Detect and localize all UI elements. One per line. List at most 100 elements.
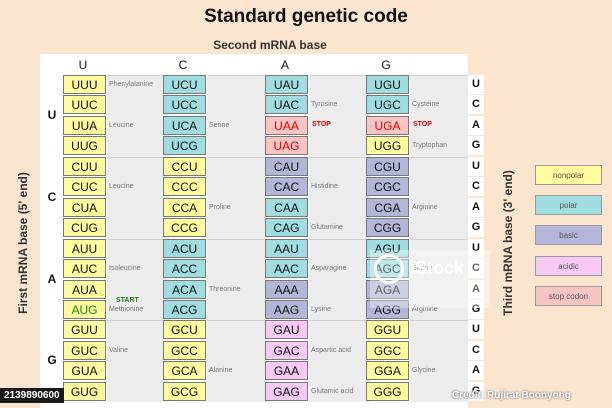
legend-item-basic: basic (535, 225, 602, 245)
codon-cell: AUC (63, 259, 106, 279)
third-base-letter: A (468, 115, 484, 135)
codon-cell: CCU (163, 156, 206, 176)
amino-group-panel (410, 156, 472, 239)
codon-cell: GAG (265, 381, 308, 401)
codon-cell: CUU (63, 156, 106, 176)
stock-id-badge: 2139890600 (0, 388, 64, 403)
third-base-letter: U (468, 238, 484, 258)
codon-cell: ACU (163, 238, 206, 258)
page-title: Standard genetic code (204, 6, 408, 27)
codon-cell: AGG (366, 299, 409, 319)
amino-acid-label: Serine (209, 121, 230, 129)
first-base-header: U (47, 107, 57, 122)
codon-cell: UAC (265, 95, 308, 115)
first-base-axis-label: First mRNA base (5' end) (16, 172, 30, 314)
third-base-letter: C (468, 95, 484, 115)
third-base-letter: C (468, 340, 484, 360)
amino-group-panel (107, 238, 169, 321)
amino-group-panel (207, 75, 269, 157)
amino-acid-label: Proline (209, 203, 231, 211)
codon-cell: UAA (265, 115, 308, 135)
third-base-letter: G (468, 381, 484, 401)
codon-cell: CUC (63, 177, 106, 197)
amino-group-panel (410, 75, 472, 157)
codon-cell: AUU (63, 238, 106, 258)
amino-group-panel (410, 320, 472, 403)
first-base-header: C (47, 189, 57, 204)
codon-cell: CCC (163, 177, 206, 197)
codon-cell: GAU (265, 320, 308, 340)
watermark-brand: iStock (410, 258, 465, 278)
codon-cell: CCA (163, 197, 206, 217)
amino-acid-label: Aspartic acid (311, 346, 352, 354)
amino-group-panel (107, 75, 169, 157)
third-base-axis-label: Third mRNA base (3' end) (501, 170, 515, 316)
codon-cell: UAU (265, 75, 308, 94)
amino-acid-label: Alanine (209, 367, 233, 375)
codon-cell: CUA (63, 197, 106, 217)
amino-acid-label: Glutamine (311, 224, 343, 232)
second-base-axis-label: Second mRNA base (213, 38, 327, 52)
third-base-letter: U (468, 320, 484, 340)
codon-cell: AGU (366, 238, 409, 258)
amino-acid-label: Leucine (109, 183, 134, 191)
start-codon-label: START (116, 296, 139, 304)
amino-group-panel (107, 320, 169, 403)
amino-acid-label: Tryptophan (412, 142, 448, 150)
amino-acid-label: Glutamic acid (311, 387, 354, 395)
second-base-header: G (381, 58, 391, 72)
codon-cell: CAA (265, 197, 308, 217)
third-base-letter: G (468, 218, 484, 238)
codon-cell: UGU (366, 75, 409, 94)
codon-table-bottom (40, 398, 468, 408)
codon-cell: GGC (366, 340, 409, 360)
amino-group-panel (107, 156, 169, 239)
codon-cell: CAC (265, 177, 308, 197)
amino-acid-label: Threonine (209, 285, 241, 293)
amino-acid-label: Valine (109, 346, 128, 354)
codon-cell: CGG (366, 218, 409, 238)
amino-group-panel (207, 320, 269, 403)
legend-item-nonpolar: nonpolar (535, 165, 602, 185)
codon-cell: UGG (366, 136, 409, 156)
codon-cell: AAU (265, 238, 308, 258)
codon-cell: GAC (265, 340, 308, 360)
codon-cell: UUU (63, 75, 106, 94)
amino-group-panel (309, 156, 371, 239)
codon-cell: GCA (163, 361, 206, 381)
amino-acid-label: Lysine (311, 305, 331, 313)
codon-cell: CAG (265, 218, 308, 238)
codon-cell: CAU (265, 156, 308, 176)
codon-cell: UCG (163, 136, 206, 156)
codon-cell: UUA (63, 115, 106, 135)
codon-cell: CGA (366, 197, 409, 217)
second-base-header: U (78, 58, 88, 72)
codon-cell: GUG (63, 381, 106, 401)
codon-cell: GCC (163, 340, 206, 360)
amino-group-panel (410, 238, 472, 321)
legend-item-acidic: acidic (535, 256, 602, 276)
amino-acid-label: Tyrosine (311, 101, 338, 109)
third-base-letter: C (468, 259, 484, 279)
codon-cell: ACA (163, 279, 206, 299)
codon-cell: AAG (265, 299, 308, 319)
codon-cell: ACC (163, 259, 206, 279)
amino-group-panel (309, 320, 371, 403)
third-base-letter: G (468, 136, 484, 156)
third-base-letter: U (468, 156, 484, 176)
codon-cell: UGC (366, 95, 409, 115)
codon-cell: CCG (163, 218, 206, 238)
second-base-header: C (178, 58, 188, 72)
codon-cell: GCU (163, 320, 206, 340)
third-base-letter: U (468, 75, 484, 94)
credit-text: Credit: Rujirat Boonyong (452, 390, 571, 401)
codon-cell: ACG (163, 299, 206, 319)
third-base-letter: A (468, 197, 484, 217)
amino-acid-label: Glycine (412, 367, 436, 375)
amino-acid-label: Arginine (412, 305, 438, 313)
codon-cell: AUA (63, 279, 106, 299)
amino-group-panel (207, 156, 269, 239)
codon-cell: GGG (366, 381, 409, 401)
codon-cell: GAA (265, 361, 308, 381)
amino-group-panel (207, 238, 269, 321)
